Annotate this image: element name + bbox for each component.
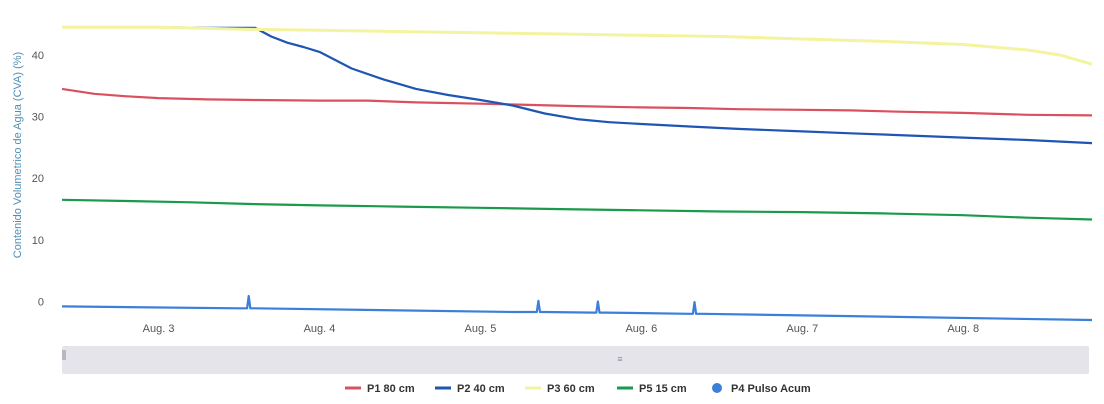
plot-area — [61, 25, 1093, 322]
series-line-1[interactable] — [61, 87, 1093, 117]
y-tick-label: 10 — [32, 235, 44, 247]
x-tick-label: Aug. 7 — [786, 323, 818, 335]
series-line-5[interactable] — [61, 294, 1093, 322]
y-tick-label: 30 — [32, 112, 44, 124]
x-tick-label: Aug. 3 — [143, 323, 175, 335]
y-tick-label: 20 — [32, 173, 44, 185]
legend: P1 80 cm P2 40 cm P3 60 cm P5 15 cm P4 Pulso… — [345, 383, 811, 395]
legend-label: P4 Pulso Acum — [731, 383, 811, 395]
legend-marker — [712, 383, 722, 393]
legend-item[interactable]: P1 80 cm — [345, 383, 415, 395]
navigator-track[interactable] — [62, 346, 1089, 374]
legend-label: P3 60 cm — [547, 383, 595, 395]
legend-label: P2 40 cm — [457, 383, 505, 395]
legend-item[interactable]: P4 Pulso Acum — [712, 383, 811, 395]
navigator-left-handle[interactable] — [62, 350, 66, 360]
x-tick-label: Aug. 6 — [625, 323, 657, 335]
y-axis-label: Contenido Volumetrico de Agua (CVA) (%) — [12, 52, 24, 258]
legend-item[interactable]: P5 15 cm — [617, 383, 687, 395]
legend-item[interactable]: P2 40 cm — [435, 383, 505, 395]
y-tick-label: 0 — [38, 297, 44, 309]
range-navigator[interactable]: ≡ — [62, 346, 1089, 374]
navigator-center-handle[interactable]: ≡ — [617, 354, 622, 364]
y-axis: 0 10 20 30 40 — [32, 50, 44, 309]
legend-item[interactable]: P3 60 cm — [525, 383, 595, 395]
series-line-2[interactable] — [62, 26, 1093, 145]
legend-label: P1 80 cm — [367, 383, 415, 395]
legend-label: P5 15 cm — [639, 383, 687, 395]
x-tick-label: Aug. 8 — [947, 323, 979, 335]
series-line-4[interactable] — [61, 198, 1093, 221]
series-line-3[interactable] — [62, 25, 1093, 66]
y-tick-label: 40 — [32, 50, 44, 62]
x-axis: Aug. 3 Aug. 4 Aug. 5 Aug. 6 Aug. 7 Aug. 8 — [143, 323, 980, 335]
x-tick-label: Aug. 4 — [304, 323, 336, 335]
x-tick-label: Aug. 5 — [465, 323, 497, 335]
